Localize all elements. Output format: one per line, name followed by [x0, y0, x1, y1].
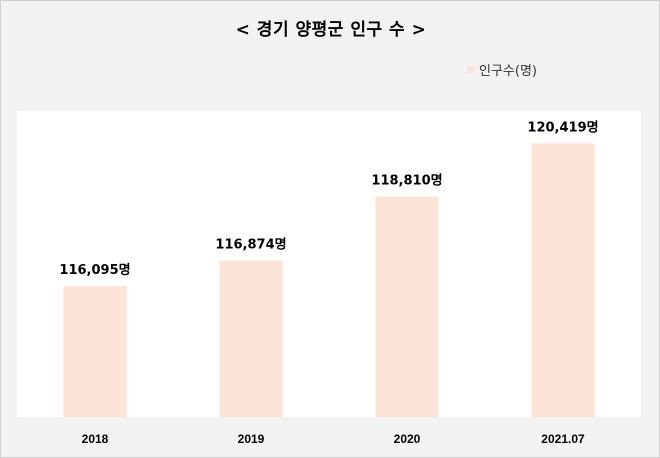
bar-2019: [219, 260, 283, 417]
x-tick-label-2018: 2018: [82, 432, 109, 446]
data-label-2019: 116,874명: [215, 236, 286, 252]
data-label-2020: 118,810명: [371, 173, 442, 189]
legend: 인구수(명): [467, 60, 537, 79]
chart-title: < 경기 양평군 인구 수 >: [235, 20, 427, 40]
legend-label: 인구수(명): [479, 63, 537, 79]
x-tick-label-2021.07: 2021.07: [541, 432, 585, 446]
bar-2018: [63, 286, 127, 417]
x-tick-label-2019: 2019: [238, 432, 265, 446]
x-tick-label-2020: 2020: [394, 432, 421, 446]
data-label-2021.07: 120,419명: [527, 119, 598, 135]
data-label-2018: 116,095명: [59, 262, 130, 278]
legend-swatch: [467, 65, 474, 73]
bar-2021.07: [531, 143, 595, 417]
bar-2020: [375, 196, 439, 417]
